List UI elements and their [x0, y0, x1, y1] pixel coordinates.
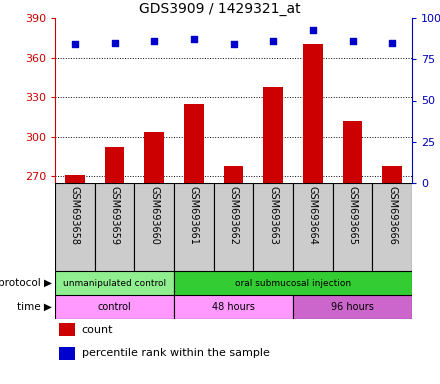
Bar: [55, 295, 174, 319]
Bar: [253, 183, 293, 271]
Text: count: count: [82, 325, 113, 335]
Text: GSM693663: GSM693663: [268, 185, 278, 245]
Bar: [95, 183, 134, 271]
Text: control: control: [98, 302, 132, 312]
Text: GSM693662: GSM693662: [228, 185, 238, 245]
Bar: [184, 104, 204, 183]
Bar: [65, 175, 85, 183]
Bar: [174, 295, 293, 319]
Text: GSM693666: GSM693666: [387, 185, 397, 245]
Bar: [382, 166, 402, 183]
Text: 48 hours: 48 hours: [212, 302, 255, 312]
Text: unmanipulated control: unmanipulated control: [63, 278, 166, 288]
Bar: [293, 295, 412, 319]
Text: GSM693658: GSM693658: [70, 185, 80, 245]
Bar: [55, 271, 174, 295]
Text: 96 hours: 96 hours: [331, 302, 374, 312]
Point: [150, 38, 158, 44]
Point: [349, 38, 356, 44]
Point: [270, 38, 277, 44]
Point: [111, 40, 118, 46]
Bar: [59, 347, 75, 359]
Text: GSM693661: GSM693661: [189, 185, 199, 245]
Bar: [134, 183, 174, 271]
Text: time ▶: time ▶: [17, 302, 52, 312]
Point: [191, 36, 198, 43]
Bar: [174, 271, 412, 295]
Point: [71, 41, 78, 48]
Bar: [55, 183, 95, 271]
Bar: [174, 183, 214, 271]
Bar: [333, 183, 372, 271]
Bar: [144, 131, 164, 183]
Text: GSM693664: GSM693664: [308, 185, 318, 245]
Text: GSM693660: GSM693660: [149, 185, 159, 245]
Text: oral submucosal injection: oral submucosal injection: [235, 278, 351, 288]
Bar: [372, 183, 412, 271]
Text: GSM693665: GSM693665: [348, 185, 357, 245]
Bar: [263, 87, 283, 183]
Text: protocol ▶: protocol ▶: [0, 278, 52, 288]
Text: GDS3909 / 1429321_at: GDS3909 / 1429321_at: [139, 2, 301, 16]
Bar: [303, 45, 323, 183]
Bar: [343, 121, 363, 183]
Text: GSM693659: GSM693659: [110, 185, 120, 245]
Bar: [59, 323, 75, 336]
Text: percentile rank within the sample: percentile rank within the sample: [82, 348, 270, 358]
Point: [230, 41, 237, 48]
Bar: [214, 183, 253, 271]
Point: [389, 40, 396, 46]
Point: [309, 26, 316, 33]
Bar: [293, 183, 333, 271]
Bar: [105, 147, 125, 183]
Bar: [224, 166, 243, 183]
